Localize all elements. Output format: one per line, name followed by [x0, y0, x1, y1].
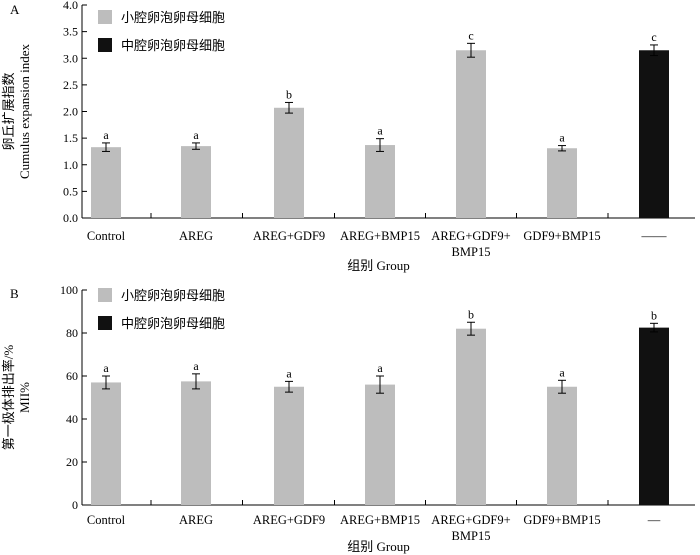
panel-a-category-label: —— [641, 229, 668, 243]
panel-a-significance-letter: b [286, 87, 292, 101]
panel-a-legend-swatch [98, 38, 112, 52]
panel-a-y-tick-label: 0.0 [63, 211, 78, 225]
panel-b-significance-letter: a [193, 359, 199, 373]
panel-b-legend-swatch [98, 288, 112, 302]
panel-a-significance-letter: a [377, 124, 383, 138]
panel-a-y-tick-label: 2.5 [63, 78, 78, 92]
panel-a-category-label: BMP15 [452, 245, 491, 259]
panel-a-y-tick-label: 0.5 [63, 184, 78, 198]
panel-a-bar [639, 50, 669, 219]
panel-b-significance-letter: a [103, 361, 109, 375]
panel-a-significance-letter: a [559, 131, 565, 145]
panel-a-bar [365, 145, 395, 218]
panel-a-category-label: Control [87, 229, 126, 243]
panel-a-bar [181, 146, 211, 218]
panel-b-y-tick-label: 20 [66, 455, 78, 469]
panel-a-category-label: AREG+GDF9 [253, 229, 325, 243]
panel-b-legend-label: 中腔卵泡卵母细胞 [121, 316, 225, 331]
panel-a-bar [274, 107, 304, 218]
panel-a-significance-letter: a [193, 128, 199, 142]
panel-b-significance-letter: a [559, 365, 565, 379]
panel-a-y-tick-label: 1.0 [63, 158, 78, 172]
panel-a-legend-label: 小腔卵泡卵母细胞 [121, 10, 225, 25]
panel-b-category-label: GDF9+BMP15 [523, 513, 600, 527]
panel-a-significance-letter: a [103, 128, 109, 142]
panel-b-legend-swatch [98, 316, 112, 330]
panel-b-y-tick-label: 80 [66, 326, 78, 340]
panel-a-category-label: AREG+BMP15 [340, 229, 420, 243]
panel-b-category-label: AREG+GDF9+ [431, 513, 510, 527]
panel-b-bar [91, 382, 121, 505]
panel-b-x-axis-label: 组别 Group [347, 539, 409, 554]
panel-a-legend-swatch [98, 10, 112, 24]
panel-b-bar [547, 386, 577, 505]
panel-a-bar [456, 50, 486, 219]
panel-b-y-tick-label: 100 [60, 283, 78, 297]
panel-a-bar [91, 147, 121, 218]
panel-b-category-label: Control [87, 513, 126, 527]
panel-b-category-label: AREG [179, 513, 213, 527]
panel-a-bar [547, 148, 577, 218]
panel-b-y-axis-label: MII% [17, 382, 32, 413]
panel-a-category-label: GDF9+BMP15 [523, 229, 600, 243]
panel-a-y-axis-label: 卵丘扩展指数 [1, 72, 16, 150]
panel-b-bar [365, 384, 395, 505]
panel-b-category-label: AREG+BMP15 [340, 513, 420, 527]
panel-a-legend-label: 中腔卵泡卵母细胞 [121, 38, 225, 53]
panel-b-y-tick-label: 40 [66, 412, 78, 426]
panel-a-y-tick-label: 4.0 [63, 0, 78, 12]
panel-a-category-label: AREG+GDF9+ [431, 229, 510, 243]
panel-b-significance-letter: b [651, 308, 657, 322]
panel-b-significance-letter: b [468, 307, 474, 321]
panel-b-bar [181, 381, 211, 505]
panel-b-label: B [10, 286, 19, 301]
panel-b-significance-letter: a [377, 361, 383, 375]
panel-a-y-tick-label: 2.0 [63, 105, 78, 119]
panel-a-significance-letter: c [468, 28, 473, 42]
panel-a-y-axis-label: Cumulus expansion index [17, 43, 32, 179]
panel-a-label: A [10, 2, 20, 17]
panel-b-legend-label: 小腔卵泡卵母细胞 [121, 288, 225, 303]
panel-b-bar [274, 386, 304, 505]
panel-b-y-tick-label: 0 [72, 498, 78, 512]
panel-b-category-label: — [647, 513, 661, 527]
panel-b-bar [639, 327, 669, 505]
panel-a-category-label: AREG [179, 229, 213, 243]
panel-b-y-tick-label: 60 [66, 369, 78, 383]
panel-a-y-tick-label: 3.0 [63, 51, 78, 65]
panel-a-significance-letter: c [651, 30, 656, 44]
panel-b-category-label: BMP15 [452, 529, 491, 543]
panel-a-y-tick-label: 1.5 [63, 131, 78, 145]
panel-a-y-tick-label: 3.5 [63, 25, 78, 39]
panel-b-significance-letter: a [286, 366, 292, 380]
panel-b-category-label: AREG+GDF9 [253, 513, 325, 527]
panel-a-x-axis-label: 组别 Group [347, 258, 409, 273]
panel-b-bar [456, 328, 486, 505]
panel-b-y-axis-label: 第一极体排出率/% [1, 345, 16, 451]
